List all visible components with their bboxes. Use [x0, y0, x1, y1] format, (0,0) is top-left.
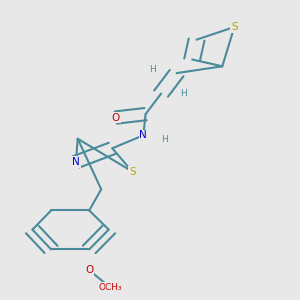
- Text: H: H: [180, 89, 187, 98]
- Text: N: N: [140, 130, 147, 140]
- Text: H: H: [149, 65, 156, 74]
- Text: H: H: [161, 135, 168, 144]
- Text: OCH₃: OCH₃: [98, 283, 122, 292]
- Text: N: N: [72, 157, 80, 167]
- Text: O: O: [112, 112, 120, 122]
- Text: S: S: [129, 167, 136, 176]
- Text: S: S: [231, 22, 238, 32]
- Text: O: O: [85, 265, 93, 275]
